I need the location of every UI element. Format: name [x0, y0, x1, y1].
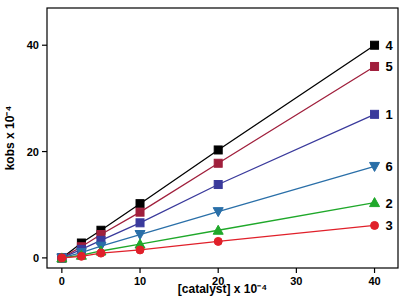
marker [136, 246, 144, 254]
marker [371, 41, 379, 49]
x-tick [61, 268, 62, 273]
y-tick [42, 45, 47, 46]
x-tick [139, 268, 140, 273]
x-axis-label: [catalyst] x 10⁻⁴ [178, 282, 267, 296]
series-line [62, 166, 375, 257]
marker [57, 253, 67, 262]
marker [58, 254, 66, 262]
series-label: 2 [386, 196, 393, 211]
marker [214, 237, 222, 245]
x-tick-label: 30 [290, 275, 302, 287]
marker [371, 221, 379, 229]
y-tick-label: 20 [27, 146, 39, 158]
marker [214, 146, 222, 154]
y-tick-label: 0 [33, 252, 39, 264]
marker [58, 254, 66, 262]
plot-frame [47, 8, 398, 268]
x-tick-label: 10 [134, 275, 146, 287]
series-label: 3 [386, 218, 393, 233]
marker [136, 208, 144, 216]
series-line [62, 114, 375, 258]
series-line [62, 66, 375, 257]
marker [214, 159, 222, 167]
series-label: 4 [386, 38, 394, 53]
marker [370, 162, 380, 171]
series-label: 6 [386, 159, 393, 174]
marker [58, 254, 66, 262]
x-tick [218, 268, 219, 273]
x-tick [296, 268, 297, 273]
x-tick [374, 268, 375, 273]
marker [57, 254, 67, 263]
series-label: 1 [386, 107, 393, 122]
marker [213, 225, 223, 234]
marker [136, 219, 144, 227]
y-tick [42, 257, 47, 258]
series-label: 5 [386, 59, 393, 74]
series-line [62, 45, 375, 258]
marker [58, 254, 66, 262]
marker [77, 252, 85, 260]
marker [371, 62, 379, 70]
y-tick [42, 151, 47, 152]
series-line [62, 203, 375, 258]
marker [370, 198, 380, 207]
plot-marks [57, 41, 380, 263]
x-tick-label: 40 [368, 275, 380, 287]
marker [214, 181, 222, 189]
marker [97, 249, 105, 257]
marker [213, 208, 223, 217]
marker [136, 200, 144, 208]
series-line [62, 225, 375, 257]
x-tick-label: 0 [59, 275, 65, 287]
y-tick-label: 40 [27, 39, 39, 51]
y-axis-label: kobs x 10⁻⁴ [3, 106, 17, 171]
marker [371, 110, 379, 118]
